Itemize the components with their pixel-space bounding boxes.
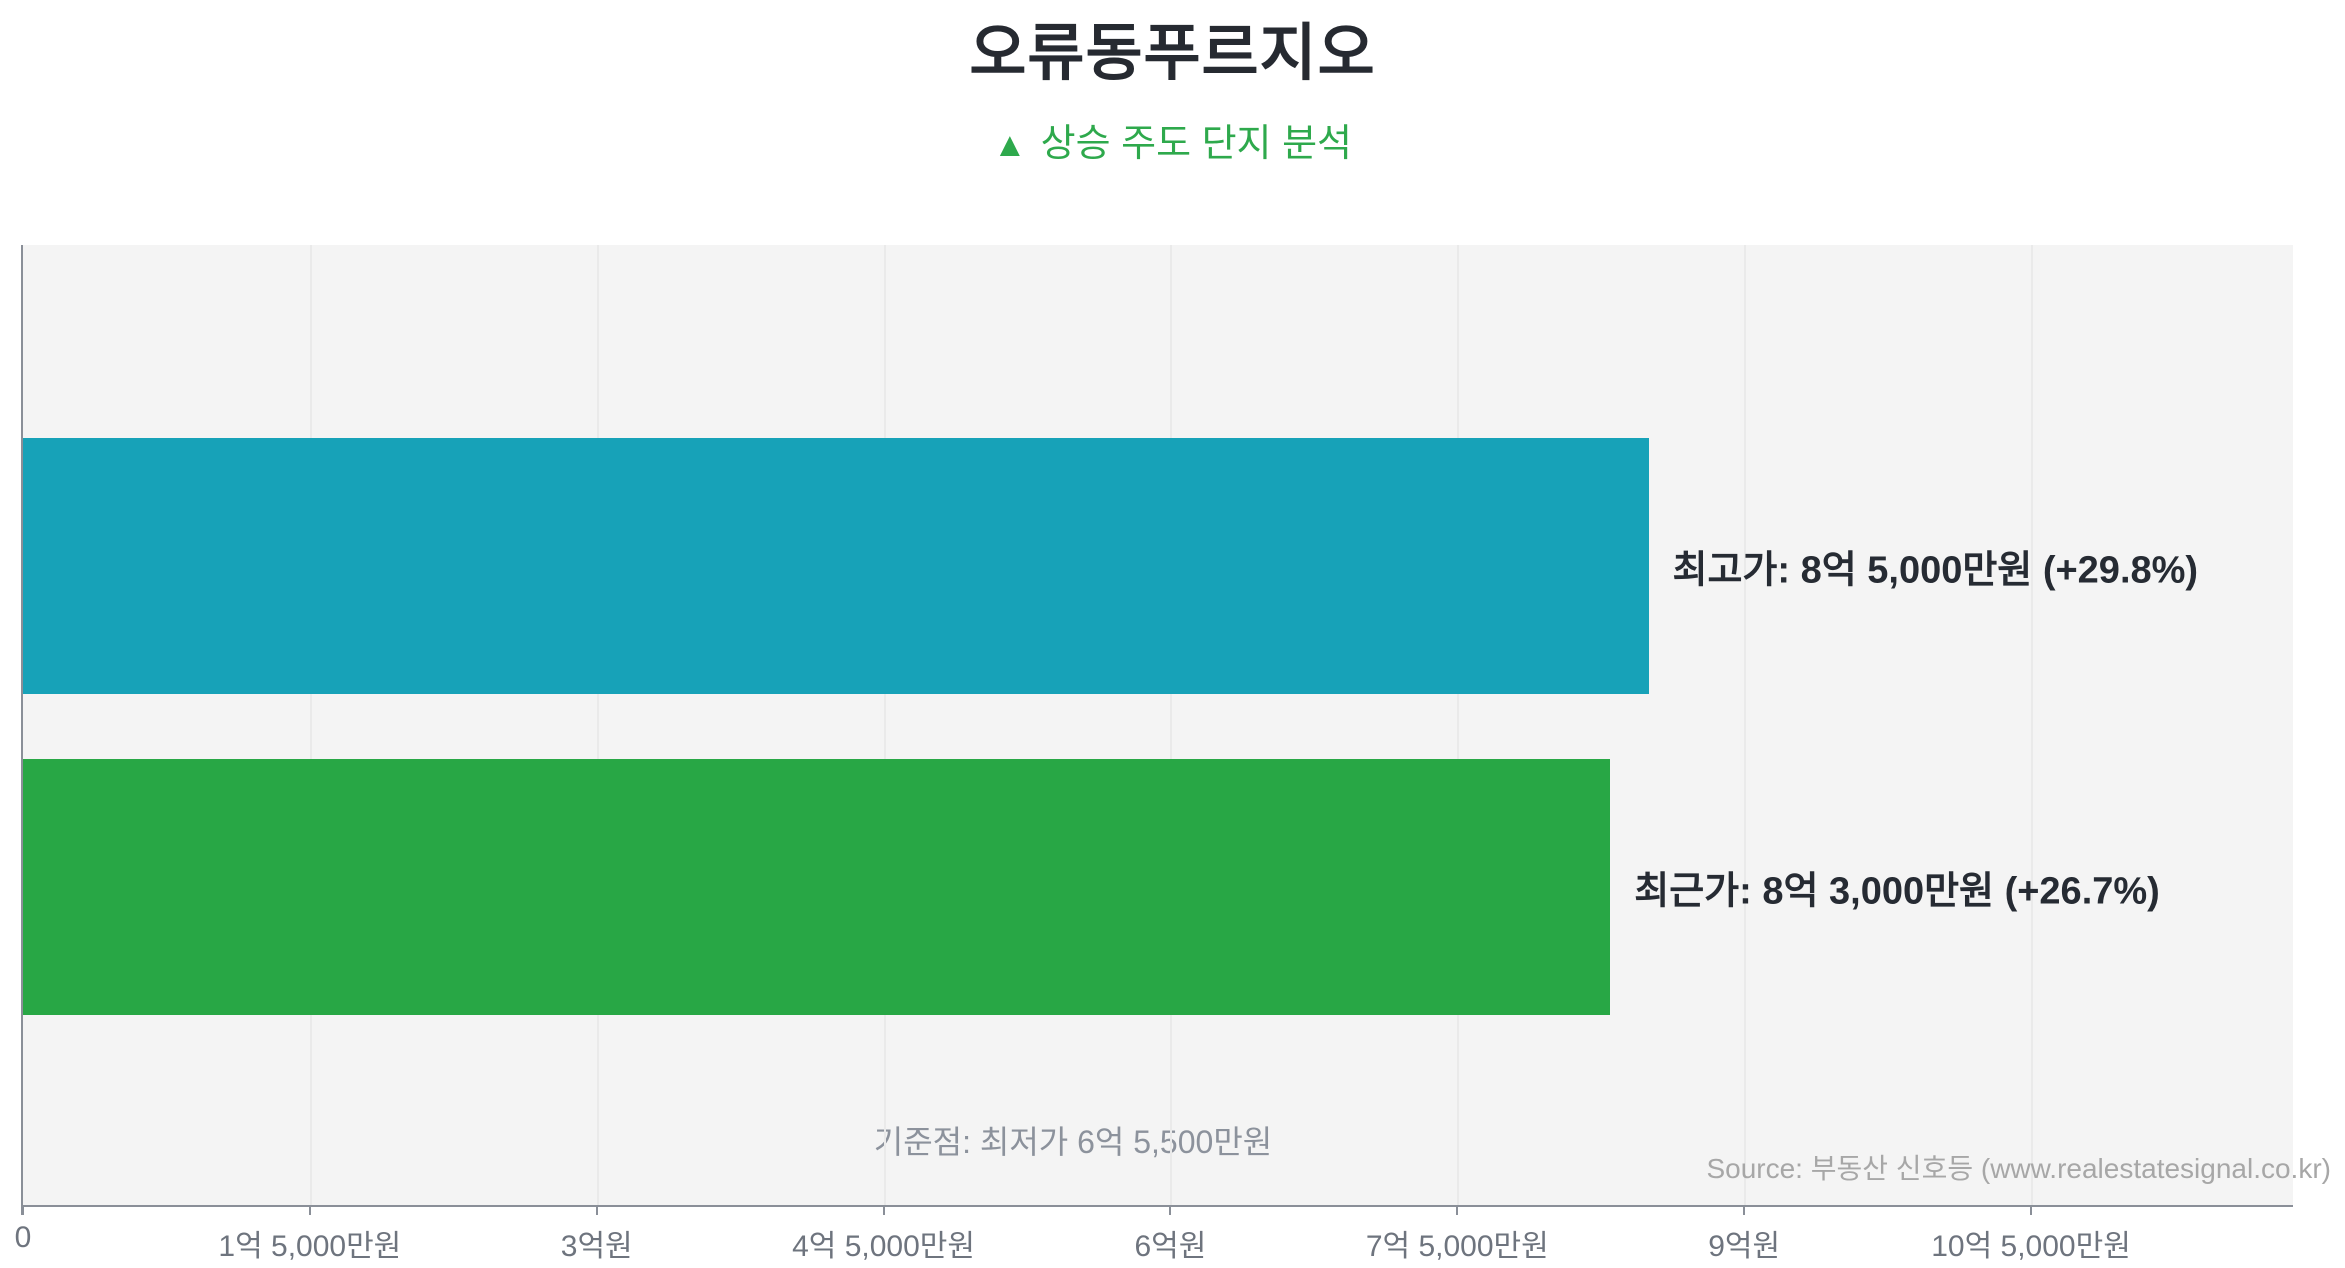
y-axis-line (21, 245, 23, 1215)
plot-area: 기준점: 최저가 6억 5,500만원 0 1억 5,000만원 3억원 4억 5,0… (15, 245, 2293, 1263)
baseline-note: 기준점: 최저가 6억 5,500만원 (873, 1124, 1273, 1160)
x-axis-tick-label: 4억 5,000만원 (792, 1230, 976, 1263)
x-axis-line (21, 1205, 2293, 1207)
gridline (2031, 245, 2033, 1205)
x-axis-tick-mark (22, 1207, 24, 1215)
x-axis-tick-mark (1743, 1207, 1746, 1215)
chart-subtitle: ▲ 상승 주도 단지 분석 (0, 112, 2345, 167)
x-axis-tick-mark (2030, 1207, 2032, 1215)
bar-최근가: 최근가: 8억 3,000만원 (+26.7%) (23, 759, 2160, 1015)
x-axis-tick-label: 3억원 (560, 1230, 633, 1263)
x-axis-tick-mark (1169, 1207, 1172, 1215)
gridline (883, 245, 886, 1205)
x-axis-tick-mark (882, 1207, 885, 1215)
gridline (309, 245, 312, 1205)
x-axis-tick-mark (1456, 1207, 1459, 1215)
gridline (1457, 245, 1460, 1205)
x-axis-tick-label: 6억원 (1134, 1230, 1207, 1263)
bar-최고가: 최고가: 8억 5,000만원 (+29.8%) (23, 438, 2198, 694)
x-axis-tick-label: 10억 5,000만원 (1931, 1230, 2131, 1263)
source-attribution: Source: 부동산 신호등 (www.realestatesignal.co… (1706, 1153, 2331, 1184)
x-axis-tick-label: 1억 5,000만원 (218, 1230, 402, 1263)
x-axis-tick-mark (595, 1207, 598, 1215)
bar-value-label: 최근가: 8억 3,000만원 (+26.7%) (1634, 870, 2160, 913)
x-axis-tick-mark (308, 1207, 311, 1215)
up-triangle-icon: ▲ (992, 126, 1027, 164)
subtitle-text: 상승 주도 단지 분석 (1040, 123, 1352, 165)
x-axis-tick-label: 0 (14, 1221, 32, 1254)
gridline (1170, 245, 1173, 1205)
gridline (1744, 245, 1747, 1205)
x-axis-tick-label: 9억원 (1708, 1230, 1781, 1263)
x-axis-tick-label: 7억 5,000만원 (1365, 1230, 1549, 1263)
page-title: 오류동푸르지오 (969, 19, 1376, 88)
bar-value-label: 최고가: 8억 5,000만원 (+29.8%) (1672, 549, 2199, 592)
gridline (596, 245, 599, 1205)
